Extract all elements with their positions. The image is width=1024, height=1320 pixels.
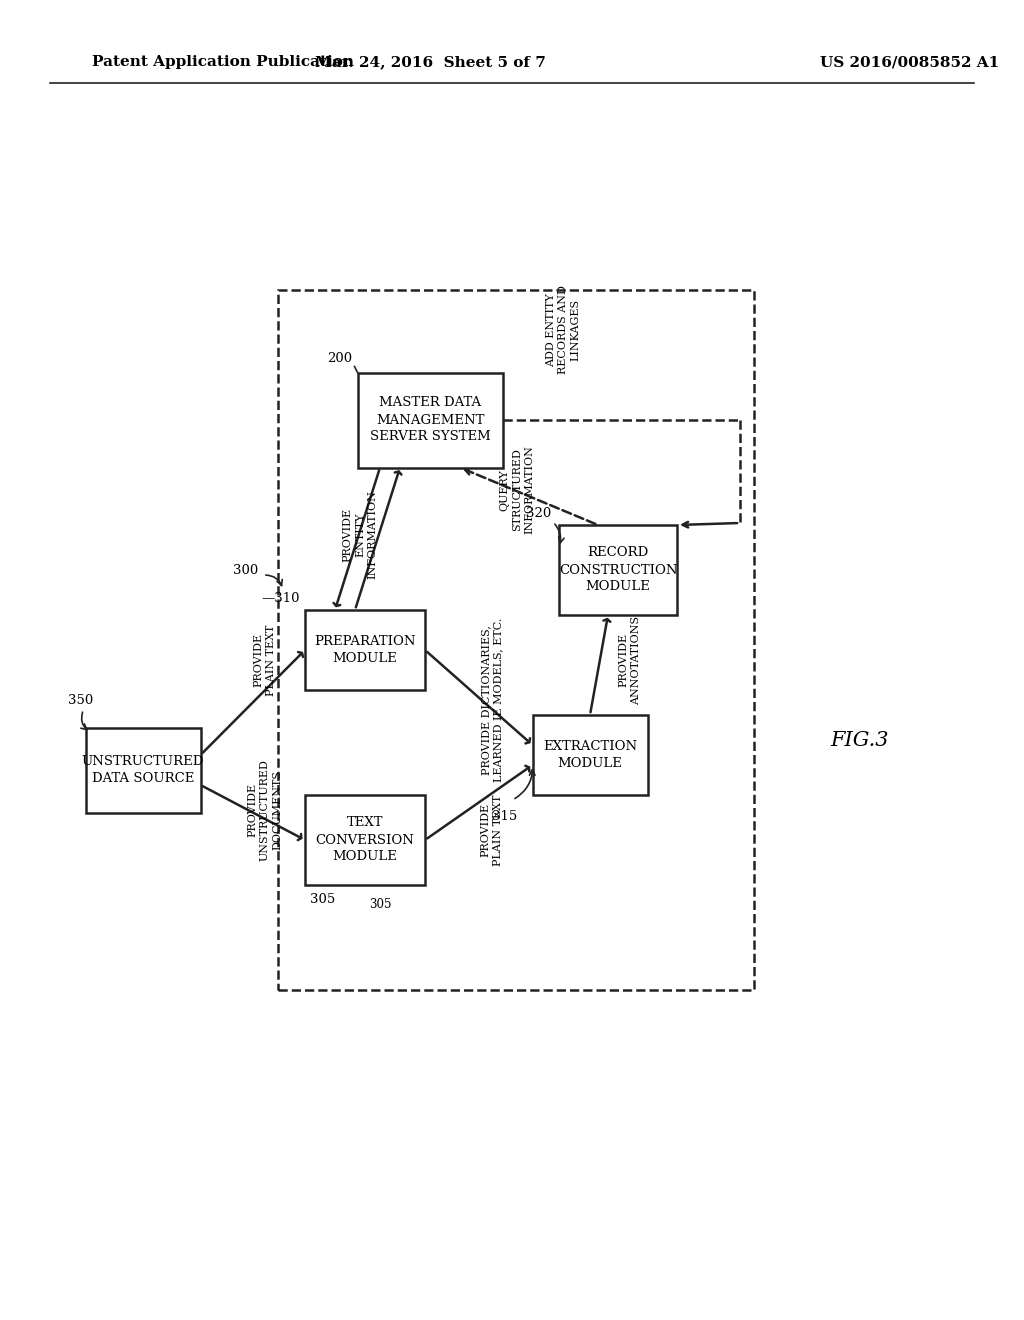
Text: MASTER DATA
MANAGEMENT
SERVER SYSTEM: MASTER DATA MANAGEMENT SERVER SYSTEM [370,396,490,444]
Text: US 2016/0085852 A1: US 2016/0085852 A1 [820,55,999,69]
Text: 200: 200 [328,351,352,364]
Text: RECORD
CONSTRUCTION
MODULE: RECORD CONSTRUCTION MODULE [559,546,677,594]
Text: PROVIDE
ANNOTATIONS: PROVIDE ANNOTATIONS [618,615,641,705]
Text: PREPARATION
MODULE: PREPARATION MODULE [314,635,416,665]
Text: PROVIDE
PLAIN TEXT: PROVIDE PLAIN TEXT [481,795,503,866]
Bar [278,290,754,990]
Text: PROVIDE
UNSTRUCTURED
DOCUMENTS: PROVIDE UNSTRUCTURED DOCUMENTS [248,759,283,861]
Text: Mar. 24, 2016  Sheet 5 of 7: Mar. 24, 2016 Sheet 5 of 7 [314,55,546,69]
Text: QUERY
STRUCTURED
INFORMATION: QUERY STRUCTURED INFORMATION [500,446,535,535]
Text: ADD ENTITY
RECORDS AND
LINKAGES: ADD ENTITY RECORDS AND LINKAGES [546,285,581,375]
Text: 320: 320 [525,507,551,520]
Text: PROVIDE
ENTITY
INFORMATION: PROVIDE ENTITY INFORMATION [343,491,378,579]
Bar [357,372,503,467]
Text: 305: 305 [369,899,391,912]
Bar [305,795,425,884]
Text: 315: 315 [492,810,517,822]
Text: TEXT
CONVERSION
MODULE: TEXT CONVERSION MODULE [315,817,415,863]
Text: PROVIDE DICTIONARIES,
LEARNED IE MODELS, ETC.: PROVIDE DICTIONARIES, LEARNED IE MODELS,… [481,618,503,783]
Text: Patent Application Publication: Patent Application Publication [92,55,354,69]
Text: PROVIDE
PLAIN TEXT: PROVIDE PLAIN TEXT [254,624,276,696]
Text: FIG.3: FIG.3 [830,730,889,750]
Bar [559,525,677,615]
Text: —310: —310 [261,591,300,605]
Text: 300: 300 [232,564,258,577]
Bar [532,715,647,795]
Bar [305,610,425,690]
Text: UNSTRUCTURED
DATA SOURCE: UNSTRUCTURED DATA SOURCE [82,755,204,785]
Bar [85,727,201,813]
Text: 350: 350 [68,694,93,708]
Text: EXTRACTION
MODULE: EXTRACTION MODULE [543,741,637,770]
Text: 305: 305 [310,894,335,906]
